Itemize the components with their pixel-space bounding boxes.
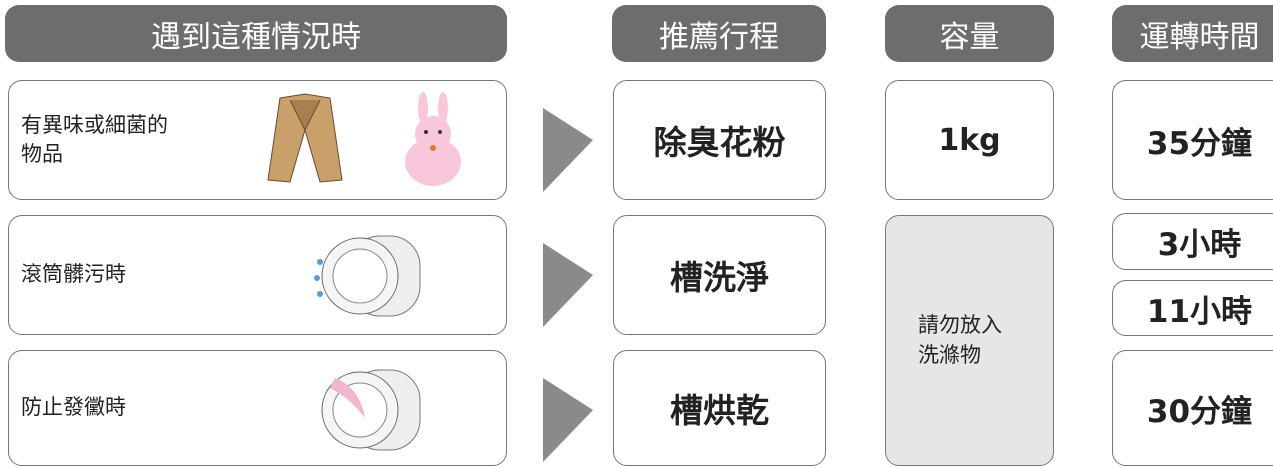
course-box: 除臭花粉	[613, 80, 826, 200]
time-text: 3小時	[1157, 227, 1242, 263]
time-text: 11小時	[1146, 293, 1253, 330]
arrows	[543, 108, 593, 462]
course-box: 槽烘乾	[613, 350, 826, 466]
time-text: 35分鐘	[1146, 125, 1253, 162]
illustration-clothes	[267, 92, 461, 186]
capacity-note: 請勿放入	[918, 313, 1002, 338]
situation-text: 有異味或細菌的	[21, 112, 168, 137]
time-text: 30分鐘	[1146, 393, 1253, 430]
time-box: 30分鐘	[1112, 350, 1273, 466]
header-capacity: 容量	[885, 5, 1054, 62]
capacity-note-box: 請勿放入 洗滌物	[885, 215, 1054, 466]
course-box: 槽洗淨	[613, 215, 826, 335]
header-time: 運轉時間	[1112, 5, 1273, 62]
time-box: 35分鐘	[1112, 80, 1273, 200]
situation-text: 物品	[21, 142, 63, 166]
situation-text: 滾筒髒污時	[21, 262, 126, 287]
time-box: 11小時	[1112, 280, 1273, 336]
time-box: 3小時	[1112, 213, 1273, 270]
header-situation: 遇到這種情況時	[5, 5, 507, 62]
illustration-drum	[314, 235, 421, 317]
illustration-drum	[321, 369, 421, 451]
capacity-box: 1kg	[885, 80, 1054, 200]
header-course: 推薦行程	[612, 5, 826, 62]
situation-box: 滾筒髒污時	[8, 215, 507, 335]
situation-box: 防止發黴時	[8, 350, 507, 466]
situation-text: 防止發黴時	[21, 395, 126, 420]
capacity-note: 洗滌物	[918, 342, 981, 367]
